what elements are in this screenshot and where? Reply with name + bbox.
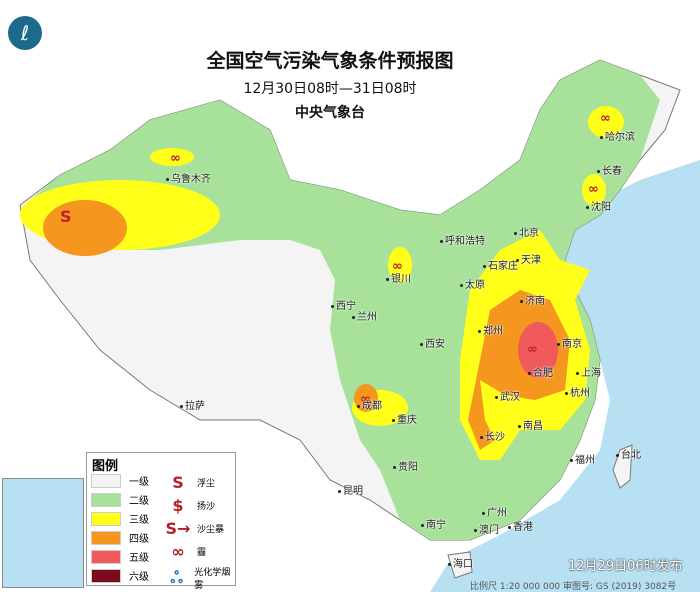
legend-level: 五级 <box>91 549 149 564</box>
city-label: 兰州 <box>352 308 377 323</box>
city-label: 贵阳 <box>393 458 418 473</box>
symbol-label: 扬沙 <box>197 502 216 512</box>
city-label: 成都 <box>357 397 382 412</box>
city-label: 香港 <box>508 518 533 533</box>
legend-level: 二级 <box>91 492 149 507</box>
legend-symbol: ∞ 霾 <box>163 542 206 561</box>
city-label: 拉萨 <box>180 397 205 412</box>
floating-dust-icon: S <box>172 473 184 492</box>
haze-icon: ∞ <box>171 542 185 561</box>
level-label: 一级 <box>129 477 149 488</box>
city-label: 长春 <box>597 162 622 177</box>
legend-level: 四级 <box>91 530 149 545</box>
city-label: 郑州 <box>478 322 503 337</box>
map-title: 全国空气污染气象条件预报图 <box>206 50 454 72</box>
legend-symbol: ஃ 光化学烟雾 <box>163 565 235 592</box>
symbol-label: 霾 <box>197 548 207 558</box>
legend-symbol: S 浮尘 <box>163 473 215 492</box>
level-swatch <box>91 549 121 564</box>
forecast-period: 12月30日08时—31日08时 <box>243 81 417 97</box>
level-swatch <box>91 492 121 507</box>
level-label: 五级 <box>129 553 149 564</box>
city-label: 太原 <box>460 276 485 291</box>
city-label: 南昌 <box>518 417 543 432</box>
city-label: 福州 <box>570 451 595 466</box>
level-label: 二级 <box>129 496 149 507</box>
city-label: 长沙 <box>480 428 505 443</box>
sandstorm-icon: S→ <box>165 519 191 538</box>
level-swatch <box>91 511 121 526</box>
city-label: 台北 <box>616 446 641 461</box>
city-label: 乌鲁木齐 <box>166 170 211 185</box>
legend-level: 六级 <box>91 568 149 583</box>
level-swatch <box>91 568 121 583</box>
level-3-region <box>150 148 194 166</box>
level-swatch <box>91 473 121 488</box>
city-label: 西宁 <box>331 297 356 312</box>
svg-text:∞: ∞ <box>588 182 599 197</box>
level-label: 四级 <box>129 534 149 545</box>
south-china-sea-inset <box>2 478 84 588</box>
svg-text:∞: ∞ <box>392 259 403 274</box>
city-label: 南京 <box>557 335 582 350</box>
cma-logo: ℓ <box>8 16 42 50</box>
level-label: 三级 <box>129 515 149 526</box>
city-label: 沈阳 <box>586 198 611 213</box>
city-label: 南宁 <box>421 516 446 531</box>
city-label: 合肥 <box>528 364 553 379</box>
sandstorm-marker: S <box>60 207 72 226</box>
legend-symbol: $ 扬沙 <box>163 496 215 515</box>
city-label: 昆明 <box>338 482 363 497</box>
city-label: 天津 <box>516 251 541 266</box>
city-label: 重庆 <box>392 411 417 426</box>
city-label: 西安 <box>420 335 445 350</box>
symbol-label: 沙尘暴 <box>197 525 225 535</box>
city-label: 北京 <box>514 224 539 239</box>
city-label: 呼和浩特 <box>440 232 485 247</box>
city-label: 澳门 <box>474 521 499 536</box>
legend-title: 图例 <box>92 459 119 474</box>
legend-level: 三级 <box>91 511 149 526</box>
scale-note: 比例尺 1:20 000 000 审图号: GS (2019) 3082号 <box>470 582 677 592</box>
symbol-label: 光化学烟雾 <box>194 568 231 591</box>
svg-text:∞: ∞ <box>600 111 611 126</box>
svg-text:∞: ∞ <box>170 151 181 166</box>
city-label: 海口 <box>448 555 473 570</box>
legend-level: 一级 <box>91 473 149 488</box>
photochemical-smog-icon: ஃ <box>170 567 183 587</box>
level-swatch <box>91 530 121 545</box>
agency: 中央气象台 <box>295 105 365 121</box>
city-label: 银川 <box>386 270 411 285</box>
city-label: 济南 <box>520 292 545 307</box>
issue-time: 12月29日06时发布 <box>568 559 683 574</box>
city-label: 上海 <box>576 364 601 379</box>
svg-text:∞: ∞ <box>527 342 538 357</box>
city-label: 武汉 <box>495 388 520 403</box>
city-label: 杭州 <box>565 384 590 399</box>
symbol-label: 浮尘 <box>197 479 216 489</box>
city-label: 石家庄 <box>483 257 518 272</box>
level-label: 六级 <box>129 572 149 583</box>
sea <box>430 160 700 592</box>
city-label: 广州 <box>482 504 507 519</box>
city-label: 哈尔滨 <box>600 128 635 143</box>
blowing-sand-icon: $ <box>172 496 184 515</box>
level-4-region <box>43 200 127 256</box>
legend-symbol: S→ 沙尘暴 <box>163 519 224 538</box>
legend: 图例 一级 二级 三级 四级 五级 六级 S 浮尘 $ 扬沙 S→ 沙尘暴 ∞ 霾 ஃ 光化学烟雾 <box>86 452 236 591</box>
